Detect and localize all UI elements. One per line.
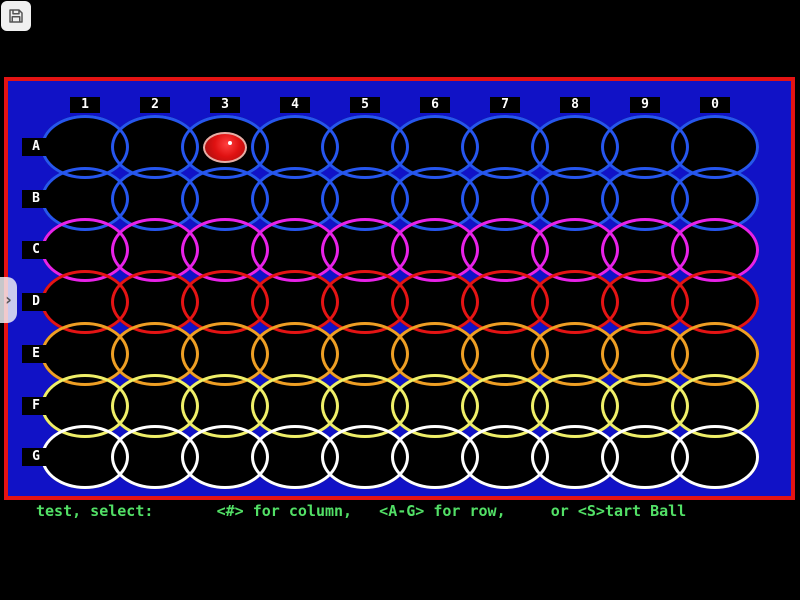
save-button[interactable]: [1, 1, 31, 31]
column-header-5: 5: [350, 97, 380, 113]
ball-highlight: [228, 141, 233, 146]
slot-G0: [671, 425, 759, 490]
row-label-B: B: [22, 189, 50, 208]
sidebar-toggle-button[interactable]: ›: [0, 277, 17, 323]
floppy-disk-icon: [9, 9, 23, 23]
chevron-right-icon: ›: [5, 290, 12, 309]
row-label-G: G: [22, 448, 50, 467]
column-header-9: 9: [630, 97, 660, 113]
row-label-F: F: [22, 396, 50, 415]
column-header-7: 7: [490, 97, 520, 113]
row-label-A: A: [22, 138, 50, 156]
column-header-8: 8: [560, 97, 590, 113]
status-bar-text: test, select: <#> for column, <A-G> for …: [36, 502, 687, 520]
row-label-D: D: [22, 293, 50, 312]
column-header-1: 1: [70, 97, 100, 113]
row-label-E: E: [22, 344, 50, 363]
column-header-6: 6: [420, 97, 450, 113]
row-label-C: C: [22, 241, 50, 260]
ball: [203, 131, 247, 163]
column-header-4: 4: [280, 97, 310, 113]
column-header-0: 0: [700, 97, 730, 113]
game-board: 1 2 3 4 5 6 7 8 9 0 A B C D E F G: [4, 77, 795, 500]
column-header-2: 2: [140, 97, 170, 113]
column-header-3: 3: [210, 97, 240, 113]
